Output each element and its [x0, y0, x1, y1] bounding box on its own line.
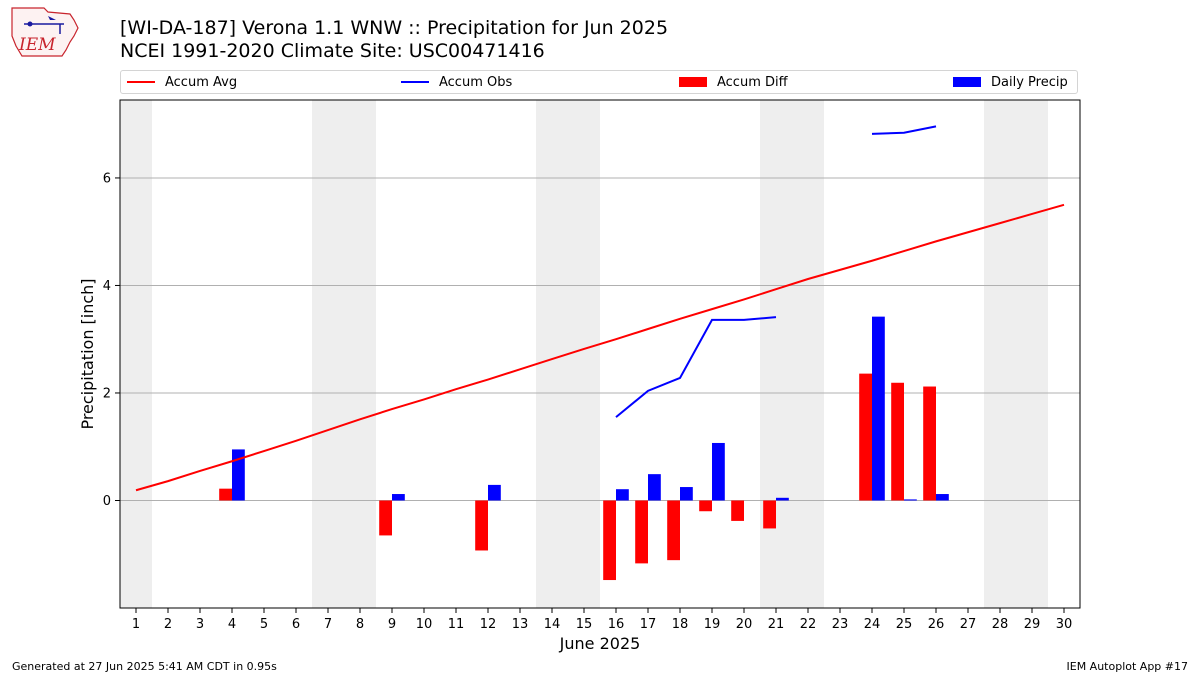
- x-tick-label: 21: [768, 617, 785, 632]
- accum-avg-line: [135, 203, 1065, 492]
- accum-diff-bar: [219, 488, 232, 501]
- weekend-band: [312, 100, 376, 608]
- x-tick-label: 18: [672, 617, 689, 632]
- y-tick-label: 0: [103, 494, 111, 509]
- y-tick-label: 4: [103, 279, 111, 294]
- x-tick-label: 9: [388, 617, 396, 632]
- chart-subtitle: NCEI 1991-2020 Climate Site: USC00471416: [120, 40, 545, 62]
- accum-obs-line: [615, 316, 777, 418]
- daily-precip-bar: [680, 487, 693, 501]
- accum-diff-bar: [699, 500, 712, 512]
- accum-obs-line: [871, 125, 937, 135]
- x-tick-label: 8: [356, 617, 364, 632]
- x-tick-label: 4: [228, 617, 236, 632]
- legend-label: Accum Obs: [439, 75, 513, 90]
- accum-diff-bar: [379, 500, 392, 536]
- accum-diff-bar: [635, 500, 648, 564]
- weekend-band: [760, 100, 824, 608]
- accum-diff-bar: [731, 500, 744, 521]
- daily-precip-bar: [872, 316, 885, 501]
- accum-diff-bar: [603, 500, 616, 581]
- x-tick-label: 15: [576, 617, 593, 632]
- weekend-band: [120, 100, 152, 608]
- x-tick-label: 24: [864, 617, 881, 632]
- x-tick-label: 19: [704, 617, 721, 632]
- x-tick-label: 27: [960, 617, 977, 632]
- x-tick-label: 2: [164, 617, 172, 632]
- iem-logo: IEM: [11, 7, 79, 57]
- x-tick-label: 22: [800, 617, 817, 632]
- legend-label: Accum Diff: [717, 75, 788, 90]
- daily-precip-bar: [776, 497, 789, 501]
- x-tick-label: 10: [416, 617, 433, 632]
- chart-title: [WI-DA-187] Verona 1.1 WNW :: Precipitat…: [120, 17, 669, 39]
- plot-frame: [119, 99, 1081, 609]
- x-axis-label: June 2025: [559, 634, 641, 653]
- y-tick-label: 6: [103, 171, 111, 186]
- svg-text:IEM: IEM: [18, 35, 56, 55]
- daily-precip-bar: [232, 449, 245, 501]
- x-tick-label: 16: [608, 617, 625, 632]
- y-tick-label: 2: [103, 386, 111, 401]
- x-tick-label: 26: [928, 617, 945, 632]
- legend-item-accum-diff: Accum Diff: [679, 74, 788, 92]
- x-tick-label: 7: [324, 617, 332, 632]
- legend: Accum Avg Accum Obs Accum Diff Daily Pre…: [120, 70, 1078, 94]
- accum-diff-bar: [475, 500, 488, 551]
- accum-diff-bar: [923, 386, 936, 501]
- daily-precip-bar: [712, 442, 725, 501]
- x-tick-label: 1: [132, 617, 140, 632]
- x-tick-label: 11: [448, 617, 465, 632]
- footer-generated-text: Generated at 27 Jun 2025 5:41 AM CDT in …: [12, 660, 277, 673]
- daily-precip-bar: [936, 494, 949, 501]
- daily-precip-bar: [904, 499, 917, 501]
- x-tick-label: 5: [260, 617, 268, 632]
- x-tick-label: 17: [640, 617, 657, 632]
- x-tick-label: 6: [292, 617, 300, 632]
- legend-swatch-accum-avg: [127, 80, 155, 83]
- legend-item-accum-avg: Accum Avg: [127, 74, 237, 92]
- x-tick-label: 25: [896, 617, 913, 632]
- x-tick-label: 14: [544, 617, 561, 632]
- x-tick-label: 13: [512, 617, 529, 632]
- x-tick-label: 12: [480, 617, 497, 632]
- x-tick-label: 28: [992, 617, 1009, 632]
- daily-precip-bar: [392, 494, 405, 501]
- weekend-band: [984, 100, 1048, 608]
- accum-diff-bar: [891, 382, 904, 501]
- daily-precip-bar: [648, 474, 661, 501]
- legend-item-daily-precip: Daily Precip: [953, 74, 1068, 92]
- accum-diff-bar: [763, 500, 776, 529]
- legend-swatch-daily-precip: [953, 76, 981, 87]
- accum-diff-bar: [667, 500, 680, 561]
- legend-item-accum-obs: Accum Obs: [401, 74, 512, 92]
- daily-precip-bar: [488, 484, 501, 501]
- x-tick-label: 29: [1024, 617, 1041, 632]
- y-axis-label: Precipitation [inch]: [78, 278, 97, 429]
- accum-diff-bar: [859, 373, 872, 501]
- legend-swatch-accum-diff: [679, 76, 707, 87]
- x-tick-label: 23: [832, 617, 849, 632]
- daily-precip-bar: [616, 489, 629, 501]
- legend-label: Daily Precip: [991, 75, 1068, 90]
- x-tick-label: 20: [736, 617, 753, 632]
- legend-label: Accum Avg: [165, 75, 238, 90]
- x-tick-label: 30: [1056, 617, 1073, 632]
- legend-swatch-accum-obs: [401, 80, 429, 83]
- x-tick-label: 3: [196, 617, 204, 632]
- footer-app-text: IEM Autoplot App #17: [1066, 660, 1189, 673]
